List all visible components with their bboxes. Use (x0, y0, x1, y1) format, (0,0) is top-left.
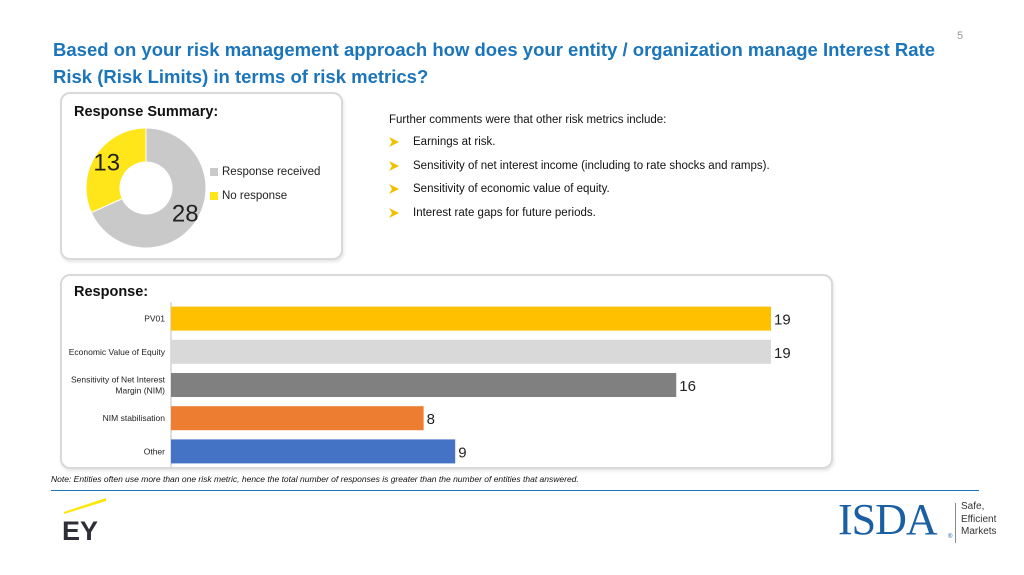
comment-text: Interest rate gaps for future periods. (413, 206, 596, 219)
comment-item: Sensitivity of economic value of equity. (389, 181, 849, 205)
donut-legend: Response received No response (210, 162, 320, 210)
bar (171, 373, 677, 397)
bar-data-label: 9 (458, 444, 466, 461)
legend-label-no-response: No response (222, 190, 288, 202)
category-label-line: Other (144, 446, 165, 456)
isda-registered-mark: ® (948, 534, 953, 540)
bar-data-label: 8 (427, 411, 435, 428)
donut-slice (85, 127, 147, 214)
category-label-line: Economic Value of Equity (69, 347, 166, 357)
arrow-bullet-icon (389, 184, 399, 194)
comments-list: Earnings at risk. Sensitivity of net int… (389, 134, 849, 228)
comment-text: Sensitivity of net interest income (incl… (413, 159, 770, 172)
response-heading: Response: (74, 284, 149, 300)
comment-text: Sensitivity of economic value of equity. (413, 183, 610, 195)
page-number: 5 (957, 30, 964, 42)
isda-logo: ISDA ® Safe, Efficient Markets (838, 496, 997, 548)
bar-data-label: 16 (679, 378, 696, 395)
legend-swatch-response-received (210, 168, 218, 176)
category-label: Sensitivity of Net Interest Margin (NIM) (71, 375, 166, 396)
comments-intro: Further comments were that other risk me… (389, 114, 667, 126)
bar (171, 306, 771, 331)
category-label-line: PV01 (144, 314, 165, 324)
ey-logo-text: EY (62, 516, 98, 542)
page-title: Based on your risk management approach h… (53, 39, 936, 87)
response-summary-heading: Response Summary: (74, 104, 219, 120)
footer-divider (51, 490, 979, 491)
bar-chart: 19 PV01 19 Economic Value of Equity 16 Sensit… (69, 302, 791, 467)
bar-data-label: 19 (774, 312, 791, 329)
comment-item: Interest rate gaps for future periods. (389, 205, 849, 229)
category-label: PV01 (144, 314, 165, 324)
arrow-bullet-icon (389, 160, 399, 171)
ey-logo: EY (62, 498, 106, 542)
comment-item: Sensitivity of net interest income (incl… (389, 158, 849, 182)
donut-slice (90, 127, 207, 249)
isda-tagline-line: Safe, (961, 501, 985, 512)
category-label-line: Sensitivity of Net Interest (71, 375, 166, 385)
isda-tagline: Safe, Efficient Markets (961, 501, 997, 539)
comment-text: Earnings at risk. (413, 136, 496, 148)
donut-data-label: 13 (93, 150, 120, 177)
isda-wordmark: ISDA (838, 495, 938, 544)
donut-chart: 28 13 (85, 127, 207, 249)
bar (171, 339, 771, 364)
arrow-bullet-icon (389, 137, 399, 147)
response-summary-panel: Response Summary: 28 13 Response received… (60, 92, 343, 260)
further-comments: Further comments were that other risk me… (389, 112, 849, 228)
bar-data-label: 19 (774, 345, 791, 362)
legend-item-response-received: Response received (210, 162, 320, 186)
legend-item-no-response: No response (210, 186, 320, 210)
footnote: Note: Entities often use more than one r… (51, 474, 579, 484)
category-label-line: NIM stabilisation (103, 413, 166, 423)
legend-label-response-received: Response received (222, 166, 321, 178)
isda-separator (955, 503, 956, 543)
comment-item: Earnings at risk. (389, 134, 849, 158)
arrow-bullet-icon (389, 207, 399, 218)
response-panel: Response: 19 PV01 19 Economic Value of Equi… (60, 274, 833, 469)
isda-tagline-line: Efficient (961, 513, 997, 525)
ey-logo-beam (64, 498, 106, 514)
category-label: NIM stabilisation (103, 413, 166, 423)
bar (171, 406, 424, 431)
isda-tagline-line: Markets (961, 526, 997, 537)
bar (171, 439, 456, 464)
category-label: Other (144, 446, 165, 456)
category-label: Economic Value of Equity (69, 347, 166, 357)
category-label-line: Margin (NIM) (115, 386, 165, 396)
legend-swatch-no-response (210, 192, 218, 200)
donut-data-label: 28 (172, 200, 199, 227)
